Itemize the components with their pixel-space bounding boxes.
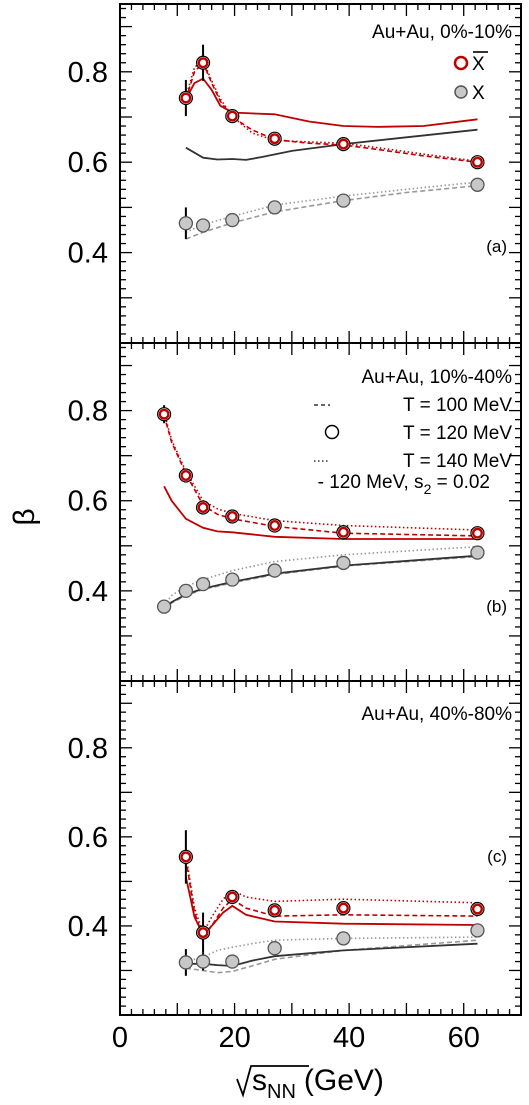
anti-point-ring xyxy=(471,903,483,915)
panel-b-title: Au+Au, 10%-40% xyxy=(361,367,512,388)
x-axis-title-sub: NN xyxy=(267,1081,296,1103)
particle-point xyxy=(195,576,211,592)
panel-c-label: (c) xyxy=(487,847,507,866)
particle-point xyxy=(267,941,282,956)
panel-b-curves xyxy=(163,412,478,611)
legend-solid-label: - 120 MeV, s2 = 0.02 xyxy=(318,472,490,497)
anti-point-ring xyxy=(337,902,349,914)
x-tick-label: 40 xyxy=(333,1022,365,1054)
legend-particle-label: X xyxy=(472,83,485,104)
anti-point-ring xyxy=(269,520,281,532)
particle-point xyxy=(336,193,351,208)
curve-particle-solid xyxy=(185,128,478,161)
particle-point xyxy=(336,931,351,946)
anti-point-ring xyxy=(197,501,209,513)
curve-particle-dashed xyxy=(185,184,478,240)
y-tick-label: 0.8 xyxy=(68,733,108,765)
y-tick-label: 0.4 xyxy=(68,576,108,608)
particle-point xyxy=(267,563,282,578)
curve-particle-dotted xyxy=(163,545,478,606)
legend-solid-sub: 2 xyxy=(424,481,432,497)
x-tick-label: 0 xyxy=(112,1022,128,1054)
y-tick-label: 0.6 xyxy=(68,822,108,854)
data-points xyxy=(156,44,485,976)
legend-open-label: T = 120 MeV xyxy=(403,423,512,444)
y-tick-label: 0.8 xyxy=(68,396,108,428)
anti-point-ring xyxy=(337,526,349,538)
x-axis-title-main: s xyxy=(252,1064,267,1097)
y-tick-label: 0.6 xyxy=(68,147,108,179)
panel-b-points xyxy=(156,405,485,614)
particle-point xyxy=(336,555,351,571)
panel-a-points xyxy=(178,44,485,240)
particle-point xyxy=(156,599,172,614)
panel-a-curves xyxy=(185,59,478,240)
curve-anti-dotted xyxy=(163,412,478,531)
panel-a-label: (a) xyxy=(486,237,507,256)
legend-particle-marker xyxy=(454,85,468,99)
panel-a-frame xyxy=(119,3,522,344)
panel-c-title: Au+Au, 40%-80% xyxy=(361,704,512,725)
legend-solid-tail: = 0.02 xyxy=(431,472,490,493)
particle-point xyxy=(178,216,194,231)
anti-point-ring xyxy=(471,527,483,539)
x-tick-label: 60 xyxy=(448,1022,480,1054)
x-tick-label: 20 xyxy=(218,1022,250,1054)
x-axis-title-unit: (GeV) xyxy=(304,1064,384,1097)
axis-ticks xyxy=(119,4,522,1016)
particle-point xyxy=(470,177,485,192)
particle-point xyxy=(470,923,485,938)
sqrt-sign-icon xyxy=(236,1065,309,1098)
anti-point-ring xyxy=(269,133,281,145)
legend-dashed-label: T = 100 MeV xyxy=(403,395,512,416)
anti-point-ring xyxy=(180,851,192,863)
y-axis-title: β xyxy=(8,508,41,525)
y-tick-labels: 0.4 0.6 0.8 0.4 0.6 0.8 0.4 0.6 0.8 xyxy=(68,57,108,943)
x-tick-labels: 0 20 40 60 xyxy=(112,1022,480,1054)
particle-point xyxy=(195,218,211,233)
particle-point xyxy=(195,954,211,969)
curve-anti-solid xyxy=(163,485,478,540)
anti-point-ring xyxy=(180,469,192,481)
anti-point-ring xyxy=(180,92,192,104)
anti-point-ring xyxy=(471,156,483,168)
panel-c-frame xyxy=(119,680,522,1016)
particle-point xyxy=(225,954,240,969)
legend-solid-text: - 120 MeV, s xyxy=(318,472,424,493)
x-axis-title: sNN (GeV) xyxy=(252,1064,384,1103)
anti-point-ring xyxy=(158,408,170,420)
particle-point xyxy=(225,572,240,587)
particle-point xyxy=(470,545,485,560)
curve-anti-solid xyxy=(185,876,478,937)
anti-point-ring xyxy=(337,138,349,150)
curve-anti-dashed xyxy=(163,414,478,537)
anti-point-ring xyxy=(197,927,209,939)
curve-particle-solid xyxy=(163,554,478,610)
legend-open-marker xyxy=(324,424,340,440)
panel-a-title: Au+Au, 0%-10% xyxy=(372,22,512,43)
anti-point-ring xyxy=(226,511,238,523)
curve-particle-dashed xyxy=(163,555,478,611)
particle-point xyxy=(225,212,240,228)
y-tick-label: 0.4 xyxy=(68,238,108,270)
particle-point xyxy=(178,583,194,599)
y-tick-label: 0.6 xyxy=(68,486,108,518)
model-curves xyxy=(163,59,478,974)
particle-point xyxy=(267,200,282,215)
panel-b-label: (b) xyxy=(486,597,507,616)
anti-point-ring xyxy=(226,891,238,903)
anti-point-ring xyxy=(269,904,281,916)
anti-point-ring xyxy=(226,110,238,122)
particle-point xyxy=(178,955,194,970)
anti-point-ring xyxy=(197,57,209,69)
legend-dotted-label: T = 140 MeV xyxy=(403,451,512,472)
legend-anti-marker xyxy=(453,55,469,71)
y-tick-label: 0.8 xyxy=(68,57,108,89)
y-tick-label: 0.4 xyxy=(68,911,108,943)
panel-c-points xyxy=(178,830,485,976)
legend-anti-label: X xyxy=(472,54,485,75)
